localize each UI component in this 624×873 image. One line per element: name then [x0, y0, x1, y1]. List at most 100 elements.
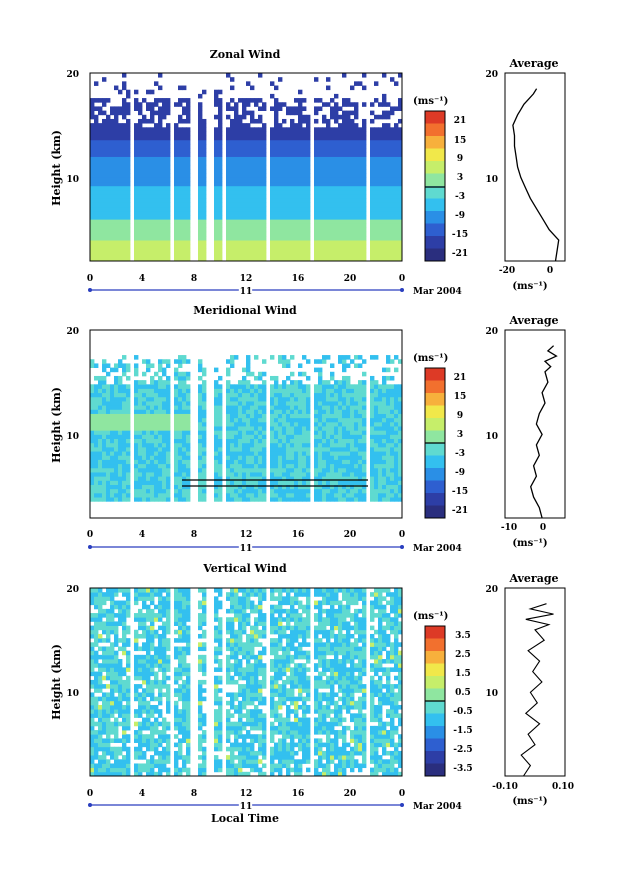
heatmap-cell	[226, 476, 231, 481]
heatmap-cell	[106, 734, 111, 739]
heatmap-cell	[274, 417, 279, 423]
heatmap-cell	[378, 463, 383, 469]
heatmap-cell	[134, 371, 139, 377]
heatmap-cell	[202, 256, 207, 262]
heatmap-cell	[250, 185, 255, 191]
heatmap-cell	[114, 177, 119, 183]
heatmap-cell	[134, 139, 139, 145]
heatmap-cell	[278, 77, 283, 82]
heatmap-cell	[230, 139, 235, 145]
heatmap-cell	[118, 480, 123, 485]
colorbar-tick: 3	[457, 173, 463, 183]
heatmap-cell	[346, 384, 351, 389]
heatmap-cell	[174, 181, 179, 187]
heatmap-cell	[286, 173, 291, 178]
heatmap-cell	[374, 135, 379, 141]
heatmap-cell	[90, 252, 95, 258]
heatmap-cell	[278, 434, 283, 440]
heatmap-cell	[298, 497, 303, 502]
heatmap-cell	[118, 455, 123, 460]
heatmap-cell	[146, 446, 151, 452]
heatmap-cell	[354, 392, 359, 398]
heatmap-cell	[306, 413, 311, 419]
x-tick-label: 8	[191, 530, 197, 540]
heatmap-cell	[250, 127, 255, 132]
heatmap-cell	[330, 388, 335, 394]
heatmap-cell	[342, 367, 347, 373]
heatmap-cell	[138, 118, 143, 124]
heatmap-cell	[134, 417, 139, 423]
heatmap-cell	[342, 235, 347, 241]
heatmap-cell	[126, 392, 131, 398]
heatmap-cell	[318, 480, 323, 485]
heatmap-cell	[226, 380, 231, 385]
heatmap-cell	[214, 102, 219, 107]
heatmap-cell	[330, 144, 335, 149]
heatmap-cell	[346, 202, 351, 208]
heatmap-cell	[98, 227, 103, 233]
heatmap-cell	[322, 198, 327, 203]
heatmap-cell	[94, 223, 99, 228]
heatmap-cell	[374, 488, 379, 494]
heatmap-cell	[218, 206, 223, 212]
heatmap-cell	[142, 118, 147, 124]
heatmap-cell	[306, 235, 311, 241]
heatmap-cell	[370, 110, 375, 116]
heatmap-cell	[322, 359, 327, 364]
heatmap-cell	[330, 177, 335, 183]
heatmap-cell	[314, 367, 319, 373]
heatmap-cell	[254, 160, 259, 166]
heatmap-cell	[322, 215, 327, 220]
heatmap-cell	[146, 173, 151, 178]
heatmap-cell	[106, 189, 111, 195]
heatmap-cell	[378, 231, 383, 237]
heatmap-cell	[302, 185, 307, 191]
heatmap-cell	[174, 248, 179, 254]
heatmap-cell	[290, 409, 295, 414]
heatmap-cell	[346, 497, 351, 502]
heatmap-cell	[326, 202, 331, 208]
heatmap-cell	[322, 177, 327, 183]
heatmap-cell	[350, 164, 355, 170]
heatmap-cell	[322, 164, 327, 170]
heatmap-cell	[354, 185, 359, 191]
heatmap-cell	[230, 194, 235, 199]
heatmap-cell	[342, 131, 347, 137]
heatmap-cell	[298, 426, 303, 431]
heatmap-cell	[346, 177, 351, 183]
heatmap-cell	[138, 194, 143, 199]
heatmap-cell	[178, 144, 183, 149]
heatmap-cell	[94, 654, 99, 660]
heatmap-cell	[234, 388, 239, 394]
heatmap-cell	[346, 388, 351, 394]
heatmap-cell	[102, 417, 107, 423]
heatmap-cell	[102, 409, 107, 414]
heatmap-cell	[234, 256, 239, 262]
heatmap-cell	[270, 81, 275, 86]
heatmap-cell	[386, 114, 391, 120]
heatmap-cell	[294, 380, 299, 385]
heatmap-cell	[274, 185, 279, 191]
heatmap-cell	[374, 194, 379, 199]
heatmap-cell	[90, 763, 95, 769]
heatmap-cell	[122, 164, 127, 170]
heatmap-cell	[390, 497, 395, 502]
heatmap-cell	[394, 355, 399, 360]
heatmap-cell	[198, 248, 203, 254]
heatmap-cell	[262, 127, 267, 132]
heatmap-cell	[138, 144, 143, 149]
heatmap-cell	[238, 388, 243, 394]
heatmap-cell	[298, 472, 303, 477]
heatmap-cell	[358, 438, 363, 444]
heatmap-cell	[294, 413, 299, 419]
heatmap-cell	[394, 459, 399, 465]
heatmap-cell	[306, 359, 311, 364]
heatmap-cell	[166, 240, 171, 245]
heatmap-cell	[238, 248, 243, 254]
heatmap-cell	[354, 160, 359, 166]
heatmap-cell	[286, 210, 291, 216]
heatmap-cell	[354, 413, 359, 419]
heatmap-cell	[278, 160, 283, 166]
heatmap-cell	[94, 613, 99, 618]
heatmap-cell	[162, 446, 167, 452]
